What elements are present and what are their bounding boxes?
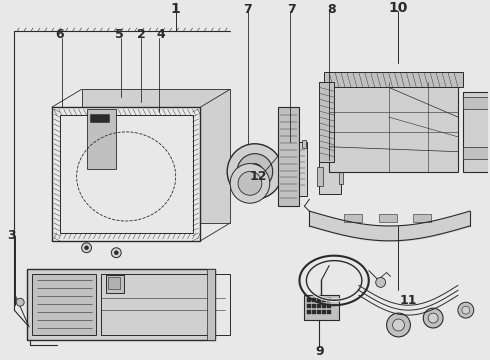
Bar [463, 97, 490, 109]
Text: 7: 7 [287, 3, 296, 15]
Bar [322, 304, 326, 308]
Bar [82, 89, 230, 223]
Text: 6: 6 [55, 28, 64, 41]
Bar [307, 304, 311, 308]
Bar [414, 214, 431, 222]
Text: 3: 3 [7, 229, 16, 242]
Bar [318, 167, 323, 186]
Bar [327, 310, 331, 314]
Bar [344, 214, 362, 222]
Circle shape [82, 243, 92, 253]
Circle shape [387, 313, 411, 337]
Circle shape [428, 313, 438, 323]
Bar [302, 140, 306, 148]
Text: 5: 5 [115, 28, 123, 41]
Text: 9: 9 [315, 345, 323, 358]
Circle shape [462, 306, 470, 314]
Bar [463, 147, 490, 159]
Circle shape [458, 302, 474, 318]
Circle shape [16, 298, 24, 306]
Text: 2: 2 [137, 28, 146, 41]
Bar [32, 274, 97, 335]
Bar [312, 304, 317, 308]
Bar [322, 310, 326, 314]
Bar [463, 92, 490, 171]
Circle shape [237, 154, 273, 189]
Text: 8: 8 [327, 3, 336, 15]
Text: 7: 7 [244, 3, 252, 15]
Bar [319, 82, 334, 162]
Circle shape [111, 248, 121, 258]
Bar [290, 142, 307, 196]
Bar [90, 114, 109, 122]
Bar [318, 298, 321, 302]
Bar [319, 159, 341, 194]
Bar [324, 72, 463, 87]
Bar [329, 82, 458, 171]
Circle shape [85, 246, 89, 250]
Bar [312, 310, 317, 314]
Bar [287, 140, 291, 148]
Bar [318, 304, 321, 308]
Bar [339, 167, 343, 184]
Text: 1: 1 [171, 2, 180, 16]
Circle shape [114, 251, 118, 255]
Bar [379, 214, 396, 222]
Bar [27, 269, 215, 340]
Circle shape [230, 163, 270, 203]
Bar [207, 269, 215, 340]
Text: 12: 12 [249, 170, 267, 183]
Bar [327, 298, 331, 302]
Bar [307, 310, 311, 314]
Bar [52, 107, 200, 241]
Bar [60, 115, 193, 233]
Circle shape [247, 163, 263, 179]
Circle shape [423, 308, 443, 328]
Circle shape [227, 144, 283, 199]
Bar [307, 298, 311, 302]
Bar [322, 298, 326, 302]
Bar [318, 310, 321, 314]
Text: 4: 4 [156, 28, 165, 41]
Text: 10: 10 [389, 1, 408, 15]
Bar [101, 274, 230, 335]
Circle shape [392, 319, 404, 331]
Text: 11: 11 [400, 294, 417, 307]
Circle shape [376, 278, 386, 287]
Bar [304, 295, 339, 320]
Circle shape [238, 171, 262, 195]
Bar [106, 275, 124, 293]
Bar [312, 298, 317, 302]
Bar [278, 107, 299, 206]
Bar [327, 304, 331, 308]
Bar [87, 109, 116, 168]
Bar [108, 278, 120, 289]
